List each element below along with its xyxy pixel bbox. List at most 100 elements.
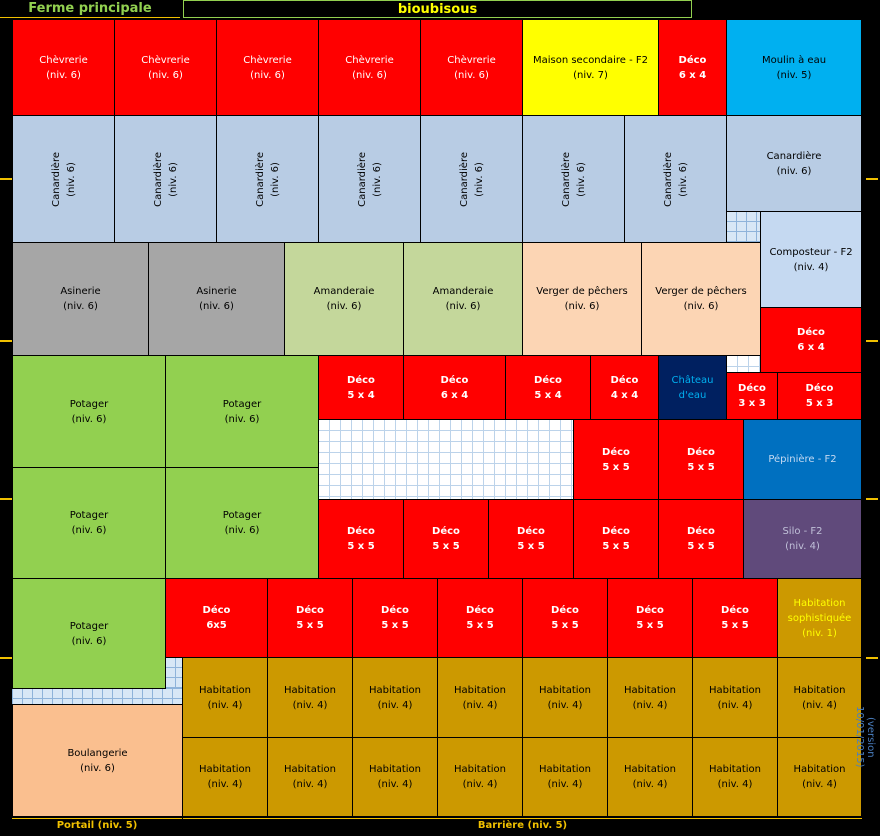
cell-level: (niv. 6) — [71, 413, 107, 425]
cell-level: (niv. 6) — [445, 301, 481, 312]
cell-level: (niv. 6) — [224, 525, 260, 536]
cell-title: Déco — [602, 526, 630, 537]
deco-cell: Déco 5 x 5 — [573, 419, 659, 500]
edge-tick — [0, 657, 12, 659]
chateau-eau-cell: Château d'eau — [658, 355, 727, 420]
cell-level: (niv. 6) — [776, 165, 812, 177]
deco-cell: Déco 5 x 4 — [318, 355, 404, 420]
cell-level: (niv. 4) — [547, 699, 583, 711]
cell-title: Déco — [551, 605, 579, 616]
cell-title: Potager — [69, 398, 109, 410]
amanderaie-cell: Amanderaie (niv. 6) — [403, 242, 523, 356]
cell-level: (niv. 4) — [207, 779, 243, 790]
edge-tick — [0, 178, 12, 180]
empty-tile-area — [318, 419, 573, 499]
potager-cell: Potager (niv. 6) — [165, 355, 319, 468]
habitation-cell: Habitation (niv. 4) — [692, 657, 778, 738]
cell-size: 5 x 5 — [602, 461, 630, 473]
cell-title: Chèvrerie — [141, 54, 190, 66]
version-label: (version 10/01/2015) — [854, 706, 876, 768]
cell-title: Habitation — [624, 684, 676, 696]
cell-title: Déco — [466, 605, 494, 616]
boulangerie-cell: Boulangerie (niv. 6) — [12, 704, 183, 817]
cell-size: 5 x 5 — [466, 620, 494, 631]
cell-level: (niv. 6) — [65, 161, 77, 197]
cell-title: Habitation — [709, 764, 761, 775]
cell-title: Déco — [440, 374, 469, 386]
cell-title: Habitation — [454, 684, 506, 696]
cell-title: Déco — [347, 374, 375, 386]
cell-level: (niv. 6) — [71, 525, 107, 536]
cell-level: (niv. 6) — [80, 762, 115, 774]
cell-level: (niv. 4) — [632, 699, 668, 711]
cell-title: Canardière — [766, 150, 822, 162]
cell-title: Habitation — [369, 764, 421, 775]
cell-title: Potager — [222, 510, 262, 521]
cell-level: (niv. 6) — [224, 413, 260, 425]
cell-size: 5 x 5 — [636, 620, 664, 631]
cell-title: Pépinière - F2 — [768, 454, 837, 465]
cell-level: (niv. 4) — [717, 779, 753, 790]
fence-label: Barrière (niv. 5) — [183, 818, 862, 832]
cell-level: (niv. 1) — [802, 627, 837, 639]
deco-cell: Déco 5 x 5 — [658, 419, 744, 500]
habitation-cell: Habitation (niv. 4) — [352, 737, 438, 817]
habitation-cell: Habitation (niv. 4) — [182, 657, 268, 738]
cell-title: Chèvrerie — [345, 54, 394, 66]
cell-size: 5 x 5 — [517, 541, 545, 552]
chevrerie-cell: Chèvrerie (niv. 6) — [420, 19, 523, 116]
cell-size: 6 x 4 — [678, 69, 707, 81]
cell-size: 5 x 5 — [687, 541, 715, 552]
cell-level: (niv. 6) — [326, 301, 362, 312]
cell-size: 3 x 3 — [738, 398, 766, 409]
habitation-sophistiquee-cell: Habitation sophistiquée (niv. 1) — [777, 578, 862, 658]
cell-title: Château — [671, 374, 714, 386]
cell-level: d'eau — [678, 389, 707, 401]
maison-secondaire-cell: Maison secondaire - F2 (niv. 7) — [522, 19, 659, 116]
farm-name: Ferme principale — [28, 1, 152, 16]
canardiere-cell: Canardière (niv. 6) — [726, 115, 862, 212]
cell-title: Déco — [602, 446, 630, 458]
cell-level: (niv. 6) — [454, 69, 489, 81]
cell-level: (niv. 6) — [63, 301, 98, 312]
cell-size: 5 x 5 — [347, 541, 375, 552]
deco-cell: Déco 5 x 5 — [488, 499, 574, 579]
cell-title: Déco — [517, 526, 545, 537]
deco-cell: Déco 6x5 — [165, 578, 268, 658]
cell-level: (niv. 4) — [292, 699, 328, 711]
cell-title: Verger de pêchers — [536, 286, 628, 297]
cell-title: Habitation — [793, 764, 846, 775]
cell-title: Déco — [678, 54, 707, 66]
cell-title: Silo - F2 — [782, 526, 823, 537]
cell-title: Potager — [69, 620, 109, 632]
cell-size: 5 x 5 — [296, 620, 324, 631]
edge-tick — [0, 498, 12, 500]
farm-name-header: Ferme principale — [0, 0, 180, 18]
cell-title: Composteur - F2 — [769, 246, 853, 258]
cell-level: (niv. 4) — [462, 779, 498, 790]
deco-cell: Déco 3 x 3 — [726, 372, 778, 420]
cell-level: (niv. 7) — [573, 69, 608, 81]
cell-title: Déco — [636, 605, 664, 616]
cell-title: Habitation — [539, 764, 591, 775]
habitation-cell: Habitation (niv. 4) — [182, 737, 268, 817]
empty-tile-area — [726, 211, 761, 243]
habitation-cell: Habitation (niv. 4) — [437, 737, 523, 817]
cell-title: Canardière — [50, 151, 62, 207]
amanderaie-cell: Amanderaie (niv. 6) — [284, 242, 404, 356]
cell-level: (niv. 6) — [677, 161, 689, 197]
cell-title: Habitation — [284, 764, 336, 775]
cell-title: Habitation — [709, 684, 761, 696]
cell-title: Habitation — [539, 684, 591, 696]
cell-size: 5 x 4 — [534, 389, 562, 401]
canardiere-cell: Canardière (niv. 6) — [522, 115, 625, 243]
cell-title: Canardière — [356, 151, 368, 207]
deco-cell: Déco 5 x 5 — [658, 499, 744, 579]
cell-level: (niv. 6) — [352, 69, 387, 81]
cell-size: 5 x 5 — [721, 620, 749, 631]
moulin-cell: Moulin à eau (niv. 5) — [726, 19, 862, 116]
habitation-cell: Habitation (niv. 4) — [777, 737, 862, 817]
deco-cell: Déco 6 x 4 — [658, 19, 727, 116]
deco-cell: Déco 6 x 4 — [760, 307, 862, 373]
cell-level: (niv. 4) — [547, 779, 583, 790]
